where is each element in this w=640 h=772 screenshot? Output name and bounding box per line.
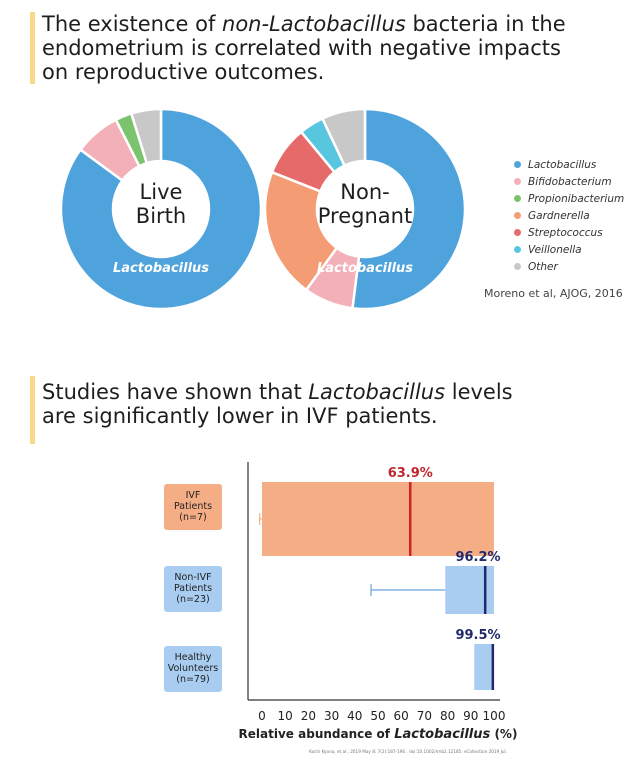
x-tick-label-10: 10	[278, 709, 293, 723]
legend-label: Other	[528, 260, 558, 273]
category-box-1	[164, 484, 222, 530]
legend-item-lactobacillus: Lactobacillus	[514, 156, 624, 173]
heading1-accent-bar	[30, 12, 35, 84]
x-tick-label-30: 30	[324, 709, 339, 723]
donut1-center-title-line1: Live	[140, 180, 183, 204]
legend-label: Bifidobacterium	[528, 175, 612, 188]
category-label-2-line2: Patients	[174, 583, 212, 594]
x-tick-label-90: 90	[463, 709, 478, 723]
donut2-center-title-line2: Pregnant	[318, 204, 412, 228]
category-label-3-line3: (n=79)	[176, 674, 209, 685]
x-tick-label-40: 40	[347, 709, 362, 723]
donut-legend: Lactobacillus Bifidobacterium Propionibact…	[514, 156, 624, 275]
heading2-line1: Studies have shown that Lactobacillus le…	[42, 380, 513, 404]
median-label-1: 63.9%	[388, 466, 433, 481]
x-tick-label-20: 20	[301, 709, 316, 723]
category-label-1-line1: IVF	[186, 490, 201, 501]
legend-item-gardnerella: Gardnerella	[514, 207, 624, 224]
heading2: Studies have shown that Lactobacillus le…	[42, 380, 513, 428]
legend-swatch	[514, 246, 521, 253]
heading2-line1-italic: Lactobacillus	[308, 380, 446, 404]
legend-item-bifidobacterium: Bifidobacterium	[514, 173, 624, 190]
donut2-slice-other	[320, 107, 367, 168]
median-label-2: 96.2%	[455, 550, 500, 565]
category-label-2-line1: Non-IVF	[174, 572, 211, 583]
median-label-3: 99.5%	[455, 628, 500, 643]
donut2-lactobacillus-label: Lactobacillus	[317, 261, 413, 276]
heading1-line1-italic: non-Lactobacillus	[222, 12, 406, 36]
donut2-slice-gardnerella	[263, 170, 339, 292]
legend-swatch	[514, 263, 521, 270]
category-label-1-line2: Patients	[174, 501, 212, 512]
category-box-3	[164, 646, 222, 692]
category-label-3-line1: Healthy	[175, 652, 212, 663]
legend-swatch	[514, 161, 521, 168]
legend-item-other: Other	[514, 258, 624, 275]
heading1-line1-suffix: bacteria in the	[405, 12, 566, 36]
donut2-center-title-line1: Non-	[340, 180, 389, 204]
category-label-3-line2: Volunteers	[168, 663, 219, 674]
abundance-bar-3	[474, 644, 494, 690]
x-tick-label-50: 50	[370, 709, 385, 723]
x-tick-label-60: 60	[394, 709, 409, 723]
heading2-line1-suffix: levels	[445, 380, 513, 404]
category-box-2	[164, 566, 222, 612]
donut2-slice-lactobacillus	[351, 107, 467, 311]
abundance-bar-2	[445, 566, 494, 614]
x-axis-title: Relative abundance of Lactobacillus (%)	[239, 727, 518, 742]
legend-item-veillonella: Veillonella	[514, 241, 624, 258]
legend-item-streptococcus: Streptococcus	[514, 224, 624, 241]
lactobacillus-abundance-bar-chart: IVFPatients(n=7)63.9%Non-IVFPatients(n=2…	[164, 462, 518, 754]
legend-label: Propionibacterium	[528, 192, 625, 205]
x-tick-label-80: 80	[440, 709, 455, 723]
citation-moreno: Moreno et al, AJOG, 2016	[484, 287, 623, 300]
legend-swatch	[514, 195, 521, 202]
legend-swatch	[514, 229, 521, 236]
x-tick-label-100: 100	[483, 709, 506, 723]
donut1-lactobacillus-label: Lactobacillus	[113, 261, 209, 276]
heading1-line1: The existence of non-Lactobacillus bacte…	[42, 12, 566, 36]
legend-label: Lactobacillus	[528, 158, 597, 171]
legend-label: Veillonella	[528, 243, 582, 256]
legend-swatch	[514, 178, 521, 185]
heading1: The existence of non-Lactobacillus bacte…	[42, 12, 566, 84]
legend-item-propionibacterium: Propionibacterium	[514, 190, 624, 207]
heading2-line2: are significantly lower in IVF patients.	[42, 404, 438, 428]
donut1-center-title-line2: Birth	[136, 204, 186, 228]
heading2-line1-prefix: Studies have shown that	[42, 380, 309, 404]
x-tick-label-70: 70	[417, 709, 432, 723]
heading1-line3: on reproductive outcomes.	[42, 60, 325, 84]
heading1-line2: endometrium is correlated with negative …	[42, 36, 561, 60]
category-label-2-line3: (n=23)	[176, 594, 209, 605]
citation-kyono: Kochi Kyono, et al., 2019 May 8; 7(2):18…	[309, 749, 507, 754]
donut1-slice-lactobacillus	[59, 107, 263, 311]
category-label-1-line3: (n=7)	[179, 512, 206, 523]
abundance-bar-1	[262, 482, 494, 556]
legend-label: Gardnerella	[528, 209, 590, 222]
x-tick-label-0: 0	[258, 709, 266, 723]
non-pregnant-donut-chart: Non-Pregnant Lactobacillus	[263, 107, 467, 311]
heading2-accent-bar	[30, 376, 35, 444]
legend-swatch	[514, 212, 521, 219]
donut1-slice-other	[129, 107, 163, 165]
legend-label: Streptococcus	[528, 226, 603, 239]
heading1-line1-prefix: The existence of	[42, 12, 223, 36]
